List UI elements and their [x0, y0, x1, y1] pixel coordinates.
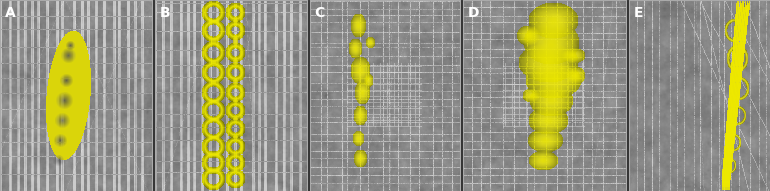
Text: C: C: [314, 6, 325, 20]
Text: E: E: [634, 6, 643, 20]
Text: B: B: [159, 6, 170, 20]
Text: D: D: [468, 6, 480, 20]
Text: A: A: [5, 6, 15, 20]
